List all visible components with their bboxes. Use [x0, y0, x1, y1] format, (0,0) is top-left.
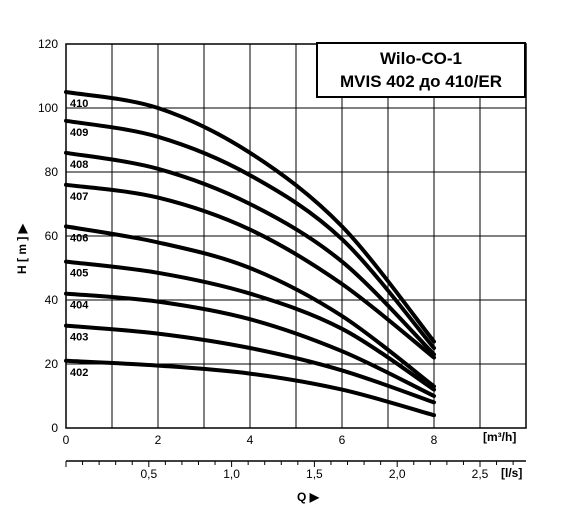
chart-title-line-1: Wilo-CO-1	[380, 49, 462, 68]
plot-frame	[65, 43, 527, 429]
y-tick-label: 60	[45, 229, 59, 243]
pump-curve-402	[64, 358, 436, 418]
chart-title-line-2: MVIS 402 до 410/ER	[340, 72, 502, 91]
secondary-x-tick-label: 1,0	[223, 467, 240, 481]
pump-curve-410	[64, 90, 436, 344]
title-box: Wilo-CO-1 MVIS 402 до 410/ER	[316, 42, 526, 98]
x-tick-label: 6	[339, 433, 346, 447]
pump-curve-403	[64, 323, 436, 405]
pump-curve-406	[64, 224, 436, 389]
secondary-x-tick-label: 2,0	[389, 467, 406, 481]
x-tick-label: 8	[431, 433, 438, 447]
y-tick-label: 80	[45, 165, 59, 179]
y-tick-label: 100	[38, 101, 58, 115]
curve-label-408: 408	[70, 159, 88, 171]
pump-curve-407	[64, 182, 436, 360]
pump-curve-404	[64, 291, 436, 398]
curve-labels: 402 403 404 405 406 407 408 409 410	[70, 98, 89, 379]
secondary-x-tick-label: 0,5	[140, 467, 157, 481]
y-axis-title: H [ m ] ▶	[15, 223, 29, 274]
y-tick-label: 20	[45, 357, 59, 371]
x-tick-label: 4	[247, 433, 254, 447]
curve-label-402: 402	[70, 367, 88, 379]
curve-label-407: 407	[70, 191, 88, 203]
y-tick-label: 40	[45, 293, 59, 307]
curve-label-405: 405	[70, 268, 88, 280]
curve-label-403: 403	[70, 332, 88, 344]
secondary-x-tick-label: 2,5	[472, 467, 489, 481]
x-tick-label: 0	[63, 433, 70, 447]
y-tick-label: 120	[38, 37, 58, 51]
x-axis-title: Q ▶	[297, 490, 320, 504]
x-axis-unit-bottom: [l/s]	[501, 466, 522, 480]
axes: 0 20 40 60 80 100 120 0 2 4 6 8 0,5 1,0 1,5 2,0 2,5	[38, 37, 527, 481]
secondary-x-tick-label: 1,5	[306, 467, 323, 481]
title-box-frame	[316, 42, 526, 98]
curve-label-406: 406	[70, 232, 88, 244]
pump-curves	[64, 90, 436, 418]
y-tick-label: 0	[51, 421, 58, 435]
grid	[66, 44, 526, 428]
curve-label-404: 404	[70, 300, 89, 312]
pump-curve-405	[64, 259, 436, 392]
pump-curve-408	[64, 150, 436, 357]
curve-label-410: 410	[70, 98, 88, 110]
x-tick-label: 2	[155, 433, 162, 447]
x-axis-unit-top: [m³/h]	[483, 430, 516, 444]
pump-curve-409	[64, 118, 436, 350]
curve-label-409: 409	[70, 127, 88, 139]
